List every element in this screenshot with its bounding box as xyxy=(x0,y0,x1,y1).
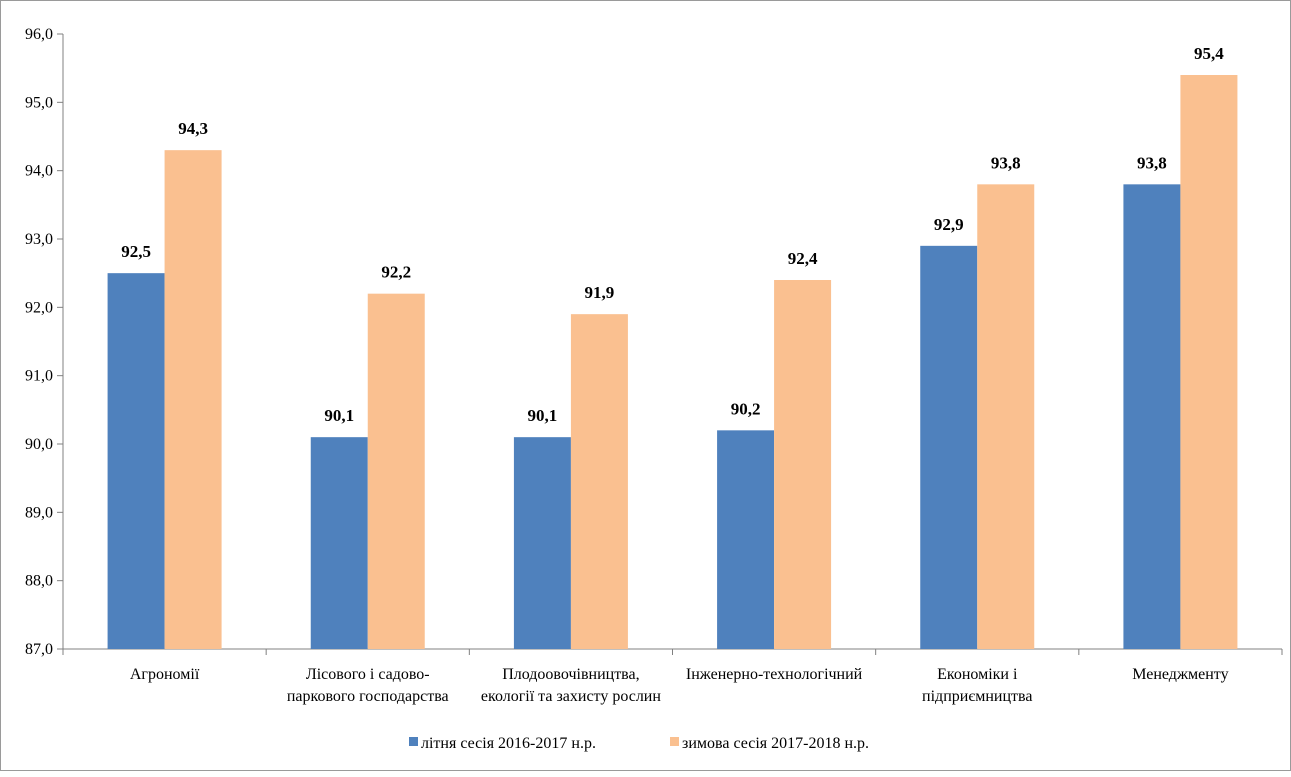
legend-swatch xyxy=(670,737,679,746)
bar xyxy=(107,273,165,649)
bar xyxy=(977,184,1035,650)
x-category-label-line: Інженерно-технологічний xyxy=(686,666,863,683)
y-tick-label: 94,0 xyxy=(25,163,53,180)
bar xyxy=(310,437,368,649)
x-category-label-line: екології та захисту рослин xyxy=(481,688,661,705)
legend: літня сесія 2016-2017 н.р. зимова сесія 2… xyxy=(409,735,869,752)
data-label: 91,9 xyxy=(585,283,615,302)
x-category-label-line: Менеджменту xyxy=(1132,666,1228,683)
bar xyxy=(570,314,628,649)
x-category-label-line: Економіки і xyxy=(937,666,1018,683)
data-label: 93,8 xyxy=(1137,153,1167,172)
x-axis: Агрономії Лісового і садово-паркового гос… xyxy=(62,648,1283,705)
y-axis: 87,0 88,0 89,0 90,0 91,0 92,0 93,0 94,0 95,0 96,0 xyxy=(25,26,64,658)
data-label: 90,1 xyxy=(324,406,354,425)
data-labels-group: 92,5 94,3 90,1 92,2 90,1 91,9 90,2 92,4 92,9 93,8… xyxy=(121,44,1224,425)
y-tick-label: 96,0 xyxy=(25,26,53,43)
y-tick-label: 91,0 xyxy=(25,368,53,385)
data-label: 92,9 xyxy=(934,215,964,234)
x-category-label-line: підприємництва xyxy=(922,688,1032,705)
bar xyxy=(513,437,571,649)
legend-label: літня сесія 2016-2017 н.р. xyxy=(421,735,596,752)
data-label: 92,2 xyxy=(381,263,411,282)
data-label: 94,3 xyxy=(178,119,208,138)
y-tick-label: 95,0 xyxy=(25,94,53,111)
x-category-label: Інженерно-технологічний xyxy=(686,666,863,683)
bar xyxy=(164,150,222,649)
x-category-label: Лісового і садово-паркового господарства xyxy=(287,666,449,705)
y-tick-label: 88,0 xyxy=(25,573,53,590)
data-label: 92,5 xyxy=(121,242,151,261)
data-label: 92,4 xyxy=(788,249,818,268)
x-category-label-line: паркового господарства xyxy=(287,688,449,705)
bar xyxy=(367,293,425,649)
x-category-label-line: Лісового і садово- xyxy=(306,666,430,683)
x-category-label-line: Агрономії xyxy=(130,666,200,683)
y-tick-label: 93,0 xyxy=(25,231,53,248)
x-category-label: Менеджменту xyxy=(1132,666,1228,683)
legend-label: зимова сесія 2017-2018 н.р. xyxy=(682,735,869,752)
y-tick-label: 89,0 xyxy=(25,504,53,521)
y-tick-label: 90,0 xyxy=(25,436,53,453)
data-label: 95,4 xyxy=(1194,44,1224,63)
data-label: 90,1 xyxy=(528,406,558,425)
bar xyxy=(1180,75,1238,649)
bars-group xyxy=(107,75,1238,650)
x-category-label: Агрономії xyxy=(130,666,200,683)
legend-swatch xyxy=(409,737,418,746)
x-category-label: Плодоовочівництва, екології та захисту ро… xyxy=(481,666,661,705)
x-category-label: Економіки і підприємництва xyxy=(922,666,1032,705)
bar xyxy=(774,280,832,649)
bar xyxy=(717,430,775,649)
data-label: 93,8 xyxy=(991,153,1021,172)
data-label: 90,2 xyxy=(731,399,761,418)
bar xyxy=(920,245,978,650)
y-tick-label: 87,0 xyxy=(25,641,53,658)
y-tick-label: 92,0 xyxy=(25,299,53,316)
bar xyxy=(1123,184,1181,650)
x-category-label-line: Плодоовочівництва, xyxy=(502,666,639,683)
